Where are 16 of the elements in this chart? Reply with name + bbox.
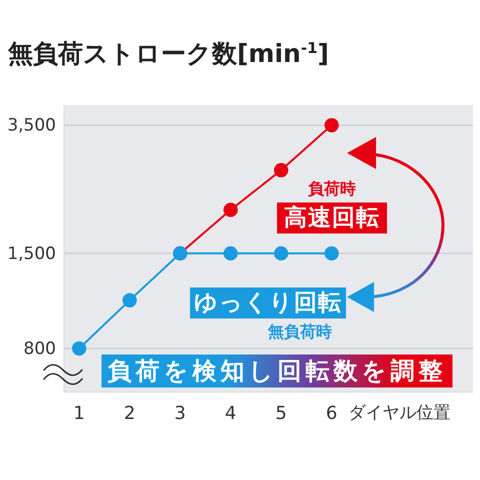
annotation: 負荷を検知し回転数を調整 [108, 357, 446, 385]
x-tick-label: 5 [275, 402, 287, 424]
x-tick-label: 4 [224, 402, 236, 424]
x-tick-label: 2 [124, 402, 136, 424]
annotation: 高速回転 [284, 204, 380, 231]
x-tick-label: 1 [73, 402, 85, 424]
x-axis-title: ダイヤル位置 [348, 403, 451, 424]
y-tick-label: 1,500 [7, 244, 56, 264]
annotation: ゆっくり回転 [194, 290, 342, 316]
chart-title: 無負荷ストローク数[min$^{-1}$] [7, 39, 329, 68]
x-tick-label: 6 [326, 402, 338, 424]
x-tick-label: 3 [174, 402, 186, 424]
y-tick-label: 3,500 [7, 116, 56, 136]
legend-label: 負荷時 [308, 178, 356, 198]
text: 無負荷時 [267, 322, 332, 340]
y-tick-label: 800 [24, 338, 56, 359]
